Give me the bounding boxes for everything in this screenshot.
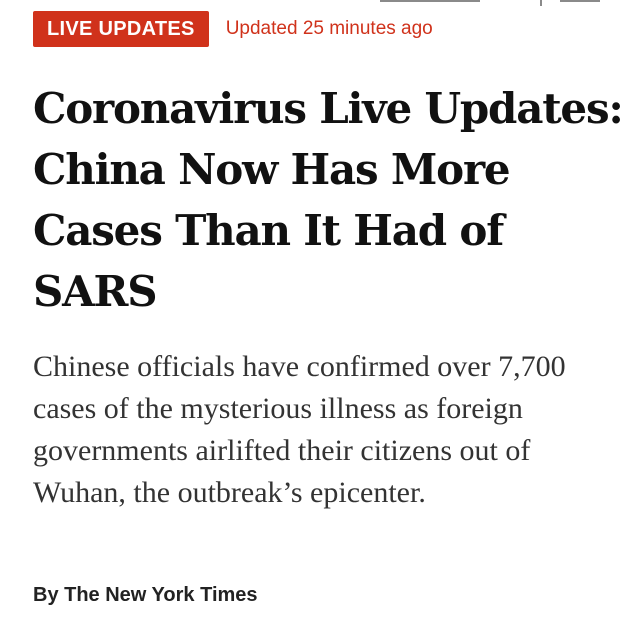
cropped-divider <box>380 0 480 2</box>
article-byline: By The New York Times <box>33 584 258 606</box>
article-summary: Chinese officials have confirmed over 7,… <box>33 350 566 509</box>
updated-timestamp: Updated 25 minutes ago <box>225 18 433 39</box>
live-updates-badge[interactable]: LIVE UPDATES <box>33 11 209 47</box>
cropped-divider <box>560 0 600 2</box>
article-headline[interactable]: Coronavirus Live Updates: China Now Has … <box>33 84 624 316</box>
cropped-divider <box>540 0 542 6</box>
article-meta-row: LIVE UPDATES Updated 25 minutes ago <box>33 11 433 47</box>
cropped-top-edge <box>0 0 640 8</box>
